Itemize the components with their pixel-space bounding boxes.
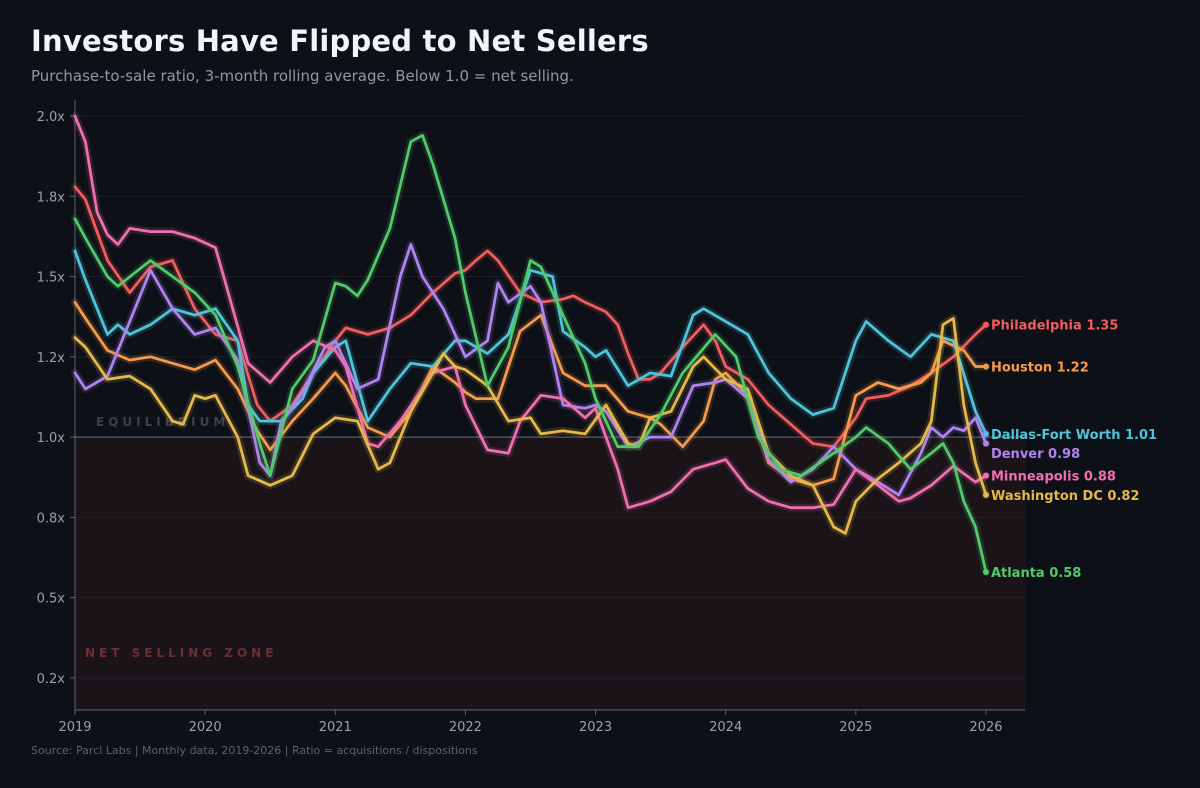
series-end-dot — [982, 568, 989, 575]
y-tick-label: 0.2x — [37, 672, 66, 687]
series-line — [73, 316, 988, 535]
y-tick-label: 1.8x — [37, 190, 66, 205]
y-tick-label: 1.0x — [37, 431, 66, 446]
series-end-label: Houston 1.22 — [991, 360, 1089, 375]
x-tick-label: 2022 — [449, 720, 482, 735]
x-tick-label: 2020 — [189, 720, 222, 735]
axes: 0.2x 0.5x 0.8x 1.0x 1.2x 1.5x 1.8x 2.0x 2019 2020… — [37, 100, 1025, 735]
equilibrium-label: EQUILIBRIUM — [96, 415, 229, 429]
series-end-dot — [982, 472, 989, 479]
series-end-label: Washington DC 0.82 — [991, 489, 1140, 504]
series-end-labels: Philadelphia 1.35 Houston 1.22 Dallas-Fort… — [991, 319, 1157, 581]
series-end-dot — [982, 321, 989, 328]
y-tick-label: 0.5x — [37, 592, 66, 607]
series-lines — [71, 112, 990, 576]
series-end-label: Philadelphia 1.35 — [991, 319, 1118, 334]
net-selling-zone-label: NET SELLING ZONE — [85, 646, 277, 660]
x-tick-label: 2026 — [969, 720, 1002, 735]
x-tick-label: 2019 — [58, 720, 91, 735]
series-end-dot — [982, 491, 989, 498]
x-tick-label: 2025 — [839, 720, 872, 735]
series-end-label: Atlanta 0.58 — [991, 566, 1081, 581]
series-end-dot — [982, 430, 989, 437]
series-line — [73, 300, 988, 487]
net-selling-zone — [75, 437, 1025, 710]
source-footer: Source: Parcl Labs | Monthly data, 2019-… — [31, 744, 478, 757]
x-tick-label: 2021 — [319, 720, 352, 735]
x-tick-label: 2024 — [709, 720, 742, 735]
y-tick-label: 2.0x — [37, 110, 66, 125]
chart-subtitle: Purchase-to-sale ratio, 3-month rolling … — [31, 67, 574, 85]
series-end-label: Minneapolis 0.88 — [991, 470, 1116, 485]
series-line — [73, 114, 988, 510]
series-line — [73, 133, 988, 574]
y-tick-label: 1.5x — [37, 271, 66, 286]
series-end-label: Dallas-Fort Worth 1.01 — [991, 428, 1157, 443]
chart-title: Investors Have Flipped to Net Sellers — [31, 24, 649, 58]
y-tick-label: 1.2x — [37, 351, 66, 366]
y-tick-label: 0.8x — [37, 511, 66, 526]
series-end-dot — [982, 363, 989, 370]
x-tick-label: 2023 — [579, 720, 612, 735]
series-line — [73, 185, 988, 449]
series-end-dot — [982, 440, 989, 447]
series-end-label: Denver 0.98 — [991, 447, 1080, 462]
